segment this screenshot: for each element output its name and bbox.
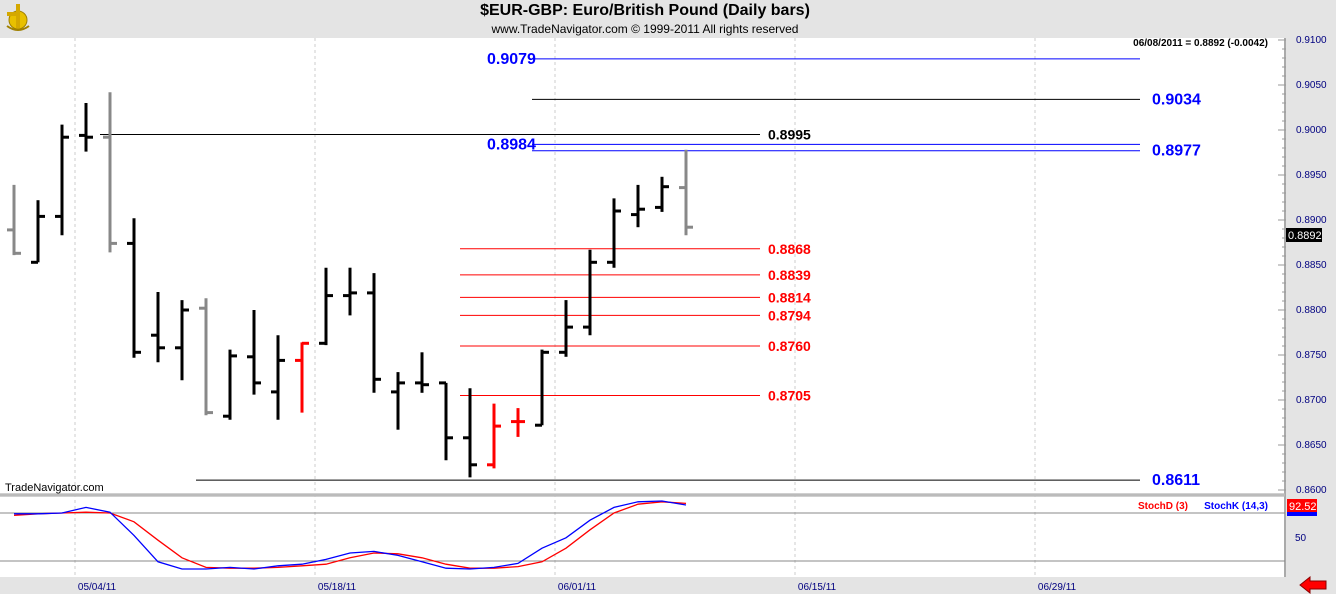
price-level-label: 0.9034 [1152,91,1201,108]
price-level-label: 0.8760 [768,338,811,354]
ohlc-bar [103,92,117,253]
ohlc-bar [31,200,45,264]
price-tick-label: 0.8800 [1296,305,1327,316]
ohlc-bar [367,273,381,393]
price-level-label: 0.8611 [1152,472,1200,489]
price-level-label: 0.8839 [768,267,811,283]
trade-navigator-logo-icon [6,4,30,31]
ohlc-bar [463,388,477,478]
price-level-label: 0.8977 [1152,143,1201,160]
chart-title: $EUR-GBP: Euro/British Pound (Daily bars… [480,2,810,19]
price-readout: 06/08/2011 = 0.8892 (-0.0042) [1133,38,1268,49]
ohlc-bar [655,176,669,212]
ohlc-bar [199,298,213,416]
stoch-last-value: 92.52 [1289,501,1317,513]
stochd-line [13,501,687,569]
ohlc-bar [535,349,549,427]
ohlc-bar [271,335,285,420]
ohlc-bar [391,372,405,430]
stoch-value-box-k [1287,512,1317,516]
stoch-tick-50: 50 [1295,533,1307,544]
legend-stochd: StochD (3) [1138,501,1188,512]
price-tick-label: 0.8850 [1296,260,1327,271]
price-level-label: 0.8814 [768,289,811,305]
price-tick-label: 0.8650 [1296,440,1327,451]
ohlc-bar [175,300,189,381]
ohlc-bar [319,267,333,346]
ohlc-bar [607,198,621,268]
price-panel [0,38,1285,493]
watermark: TradeNavigator.com [5,482,104,494]
ohlc-bar [343,267,357,316]
stochk-line [14,500,687,570]
price-level-label: 0.8868 [768,241,811,257]
copyright-subtitle: www.TradeNavigator.com © 1999-2011 All r… [491,22,799,36]
stoch-value-box [1287,499,1317,512]
stochastic-panel [0,497,1285,577]
ohlc-bar [151,292,165,363]
price-tick-label: 0.8750 [1296,350,1327,361]
price-level-label: 0.8794 [768,307,811,323]
ohlc-bar [559,300,573,357]
ohlc-bar [247,310,261,395]
price-level-label: 0.8984 [487,136,536,153]
legend-stochk: StochK (14,3) [1204,501,1268,512]
ohlc-bar [127,218,141,358]
date-tick-label: 06/15/11 [798,582,837,593]
price-tick-label: 0.9050 [1296,80,1327,91]
date-tick-label: 05/04/11 [78,582,117,593]
date-tick-label: 06/01/11 [558,582,597,593]
last-price-box [1286,228,1322,242]
ohlc-bar [79,103,93,152]
ohlc-bar [511,408,525,437]
ohlc-bar [583,249,597,336]
price-tick-label: 0.9100 [1296,35,1327,46]
date-tick-label: 06/29/11 [1038,582,1077,593]
ohlc-bar [679,149,693,236]
ohlc-bar [439,381,453,461]
price-tick-label: 0.8700 [1296,395,1327,406]
ohlc-bar [415,352,429,393]
ohlc-bar [487,403,501,469]
ohlc-bar [223,349,237,420]
ohlc-bar [55,124,69,236]
scroll-left-arrow-icon[interactable] [1299,575,1327,594]
price-tick-label: 0.8600 [1296,485,1327,496]
chart-header: $EUR-GBP: Euro/British Pound (Daily bars… [0,0,1336,38]
price-tick-label: 0.9000 [1296,125,1327,136]
ohlc-bar [295,341,309,413]
ohlc-bar [631,184,645,228]
price-tick-label: 0.8900 [1296,215,1327,226]
date-tick-label: 05/18/11 [318,582,357,593]
last-price-label: 0.8892 [1288,230,1322,242]
ohlc-bar [7,184,21,256]
price-level-label: 0.8995 [768,127,811,143]
price-tick-label: 0.8950 [1296,170,1327,181]
price-level-label: 0.9079 [487,51,536,68]
price-level-label: 0.8705 [768,388,811,404]
